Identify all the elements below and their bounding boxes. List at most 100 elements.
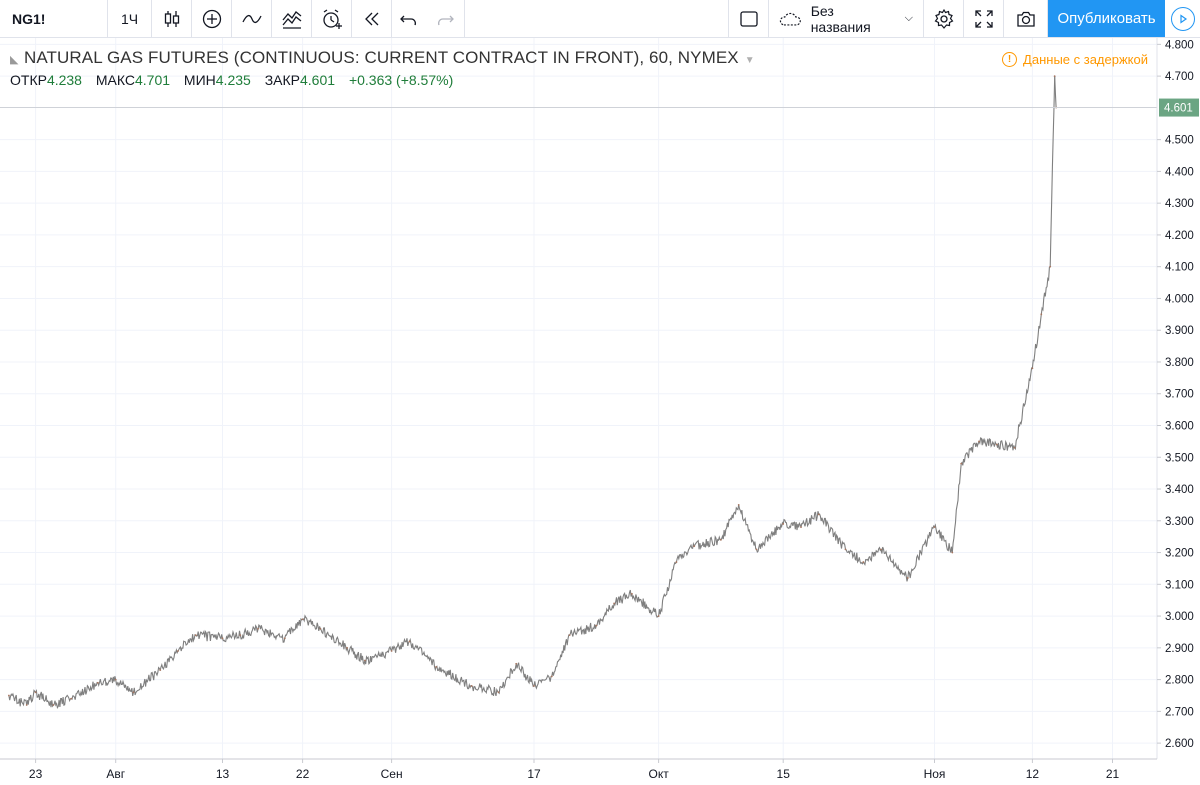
- templates-icon: [282, 10, 301, 29]
- series-segment: [284, 617, 303, 639]
- data-point: [951, 551, 954, 554]
- data-point: [25, 704, 28, 706]
- series-segment: [533, 674, 552, 690]
- data-point: [1013, 446, 1016, 449]
- data-point: [159, 669, 162, 671]
- price-tick-label: 4.700: [1165, 71, 1194, 83]
- data-point: [1053, 75, 1056, 78]
- price-tick-label: 4.300: [1165, 198, 1194, 210]
- data-point: [693, 545, 696, 548]
- last-price-value: 4.601: [1164, 103, 1193, 115]
- price-tick-label: 3.800: [1165, 357, 1194, 369]
- price-tick-label: 2.700: [1165, 706, 1194, 718]
- series-segment: [159, 648, 179, 671]
- price-tick-label: 3.500: [1165, 452, 1194, 464]
- data-point: [34, 691, 37, 694]
- chart-style-button[interactable]: [152, 0, 192, 37]
- time-tick-label: 22: [296, 767, 310, 781]
- time-tick-label: Авг: [106, 767, 125, 781]
- redo-icon: [437, 15, 454, 25]
- play-icon: [1170, 6, 1195, 31]
- series-segment: [933, 523, 953, 553]
- data-point: [7, 694, 10, 697]
- redo-button[interactable]: [425, 0, 465, 37]
- replay-button[interactable]: [352, 0, 392, 37]
- price-tick-label: 4.000: [1165, 293, 1194, 305]
- legend-chevron-icon: ▼: [744, 55, 755, 66]
- series-segment: [132, 666, 161, 696]
- price-tick-label: 2.900: [1165, 643, 1194, 655]
- series-segment: [675, 541, 695, 563]
- data-point: [631, 592, 633, 595]
- data-point: [390, 650, 393, 652]
- price-tick-label: 4.400: [1165, 166, 1194, 178]
- data-point: [470, 685, 473, 687]
- compare-button[interactable]: [192, 0, 232, 37]
- data-point: [550, 675, 553, 678]
- series-segment: [515, 662, 535, 688]
- time-tick-label: 13: [216, 767, 230, 781]
- data-point: [346, 646, 348, 649]
- templates-button[interactable]: [272, 0, 312, 37]
- series-segment: [302, 614, 321, 631]
- data-point: [817, 513, 820, 516]
- low-label: МИН: [183, 72, 216, 88]
- time-tick-label: 12: [1026, 767, 1040, 781]
- series-segment: [862, 546, 882, 567]
- series-segment: [391, 637, 410, 653]
- data-point: [720, 538, 722, 541]
- data-point: [132, 691, 135, 694]
- time-tick-label: 23: [29, 767, 43, 781]
- play-button[interactable]: [1165, 0, 1200, 37]
- alert-button[interactable]: [312, 0, 352, 37]
- indicators-button[interactable]: [232, 0, 272, 37]
- price-tick-label: 3.600: [1165, 420, 1194, 432]
- series-segment: [755, 521, 784, 554]
- price-tick-label: 4.100: [1165, 262, 1194, 274]
- data-point: [52, 704, 55, 706]
- publish-button[interactable]: Опубликовать: [1048, 0, 1165, 37]
- data-point: [568, 634, 571, 637]
- undo-button[interactable]: [392, 0, 425, 37]
- price-chart[interactable]: 23 Авг 13 22 Сен 17 Окт 15 Ноя 12 21 4.800 4.700 4.5…: [0, 38, 1200, 785]
- series-segment: [1014, 367, 1033, 451]
- data-point: [97, 681, 99, 684]
- undo-icon: [399, 15, 416, 25]
- series-segment: [951, 463, 962, 553]
- wave-icon: [241, 14, 262, 23]
- symbol-search-button[interactable]: NG1!: [0, 0, 108, 37]
- series-segment: [257, 623, 286, 643]
- series-segment: [408, 637, 437, 672]
- data-point: [1040, 313, 1043, 316]
- snapshot-button[interactable]: [1004, 0, 1048, 37]
- settings-button[interactable]: [924, 0, 964, 37]
- interval-button[interactable]: 1Ч: [108, 0, 152, 37]
- camera-icon: [1016, 11, 1035, 27]
- price-tick-label: 3.300: [1165, 516, 1194, 528]
- fullscreen-button[interactable]: [964, 0, 1004, 37]
- series-segment: [720, 504, 740, 541]
- price-tick-label: 4.800: [1165, 39, 1194, 51]
- series-segment: [845, 548, 864, 565]
- data-point: [782, 523, 785, 525]
- series-segment: [1049, 76, 1056, 267]
- series-segment: [738, 504, 757, 550]
- data-point: [844, 548, 847, 551]
- data-point: [257, 627, 259, 630]
- series-segment: [569, 622, 597, 637]
- data-point: [862, 561, 865, 563]
- delayed-data-notice[interactable]: ! Данные с задержкой: [1002, 52, 1148, 67]
- chevron-down-icon: ⌵: [904, 12, 913, 24]
- top-toolbar: NG1! 1Ч Без названия ⌵ Опубликовать: [0, 0, 1200, 38]
- close-label: ЗАКР: [264, 72, 300, 88]
- data-point: [933, 526, 936, 529]
- data-point: [515, 662, 518, 665]
- high-label: МАКС: [95, 72, 135, 88]
- close-value: 4.601: [300, 72, 336, 88]
- change-value: +0.363 (+8.57%): [348, 72, 454, 88]
- fullscreen-rect-button[interactable]: [729, 0, 769, 37]
- low-value: 4.235: [215, 72, 251, 88]
- series-segment: [364, 645, 393, 666]
- layout-menu[interactable]: Без названия ⌵: [769, 0, 924, 37]
- data-point: [221, 637, 224, 640]
